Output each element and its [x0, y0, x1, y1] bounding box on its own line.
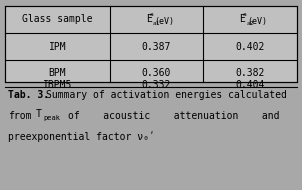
- Text: a1: a1: [153, 21, 160, 26]
- Text: 0.387: 0.387: [142, 41, 171, 51]
- Text: 0.382: 0.382: [235, 69, 265, 78]
- Text: IBPM5: IBPM5: [43, 79, 72, 89]
- Text: T: T: [36, 109, 42, 120]
- Text: preexponential factor ν₀ʹ: preexponential factor ν₀ʹ: [8, 132, 155, 142]
- Text: 0.360: 0.360: [142, 69, 171, 78]
- Text: 0.402: 0.402: [235, 41, 265, 51]
- Text: IPM: IPM: [49, 41, 66, 51]
- Text: E: E: [239, 13, 246, 24]
- Text: (eV): (eV): [248, 17, 268, 26]
- Text: from: from: [8, 111, 31, 121]
- Text: E: E: [146, 13, 152, 24]
- FancyBboxPatch shape: [5, 6, 297, 82]
- Text: of    acoustic    attenuation    and: of acoustic attenuation and: [68, 111, 279, 121]
- Text: a: a: [243, 12, 246, 17]
- Text: Summary of activation energies calculated: Summary of activation energies calculate…: [46, 90, 287, 100]
- Text: BPM: BPM: [49, 69, 66, 78]
- Text: (eV): (eV): [154, 17, 174, 26]
- Text: 0.332: 0.332: [142, 79, 171, 89]
- Text: 0.404: 0.404: [235, 79, 265, 89]
- Text: peak: peak: [43, 115, 60, 121]
- Text: Glass sample: Glass sample: [22, 14, 93, 25]
- Text: Tab. 3.: Tab. 3.: [8, 90, 49, 100]
- Text: a2: a2: [246, 21, 254, 26]
- Text: a: a: [149, 12, 153, 17]
